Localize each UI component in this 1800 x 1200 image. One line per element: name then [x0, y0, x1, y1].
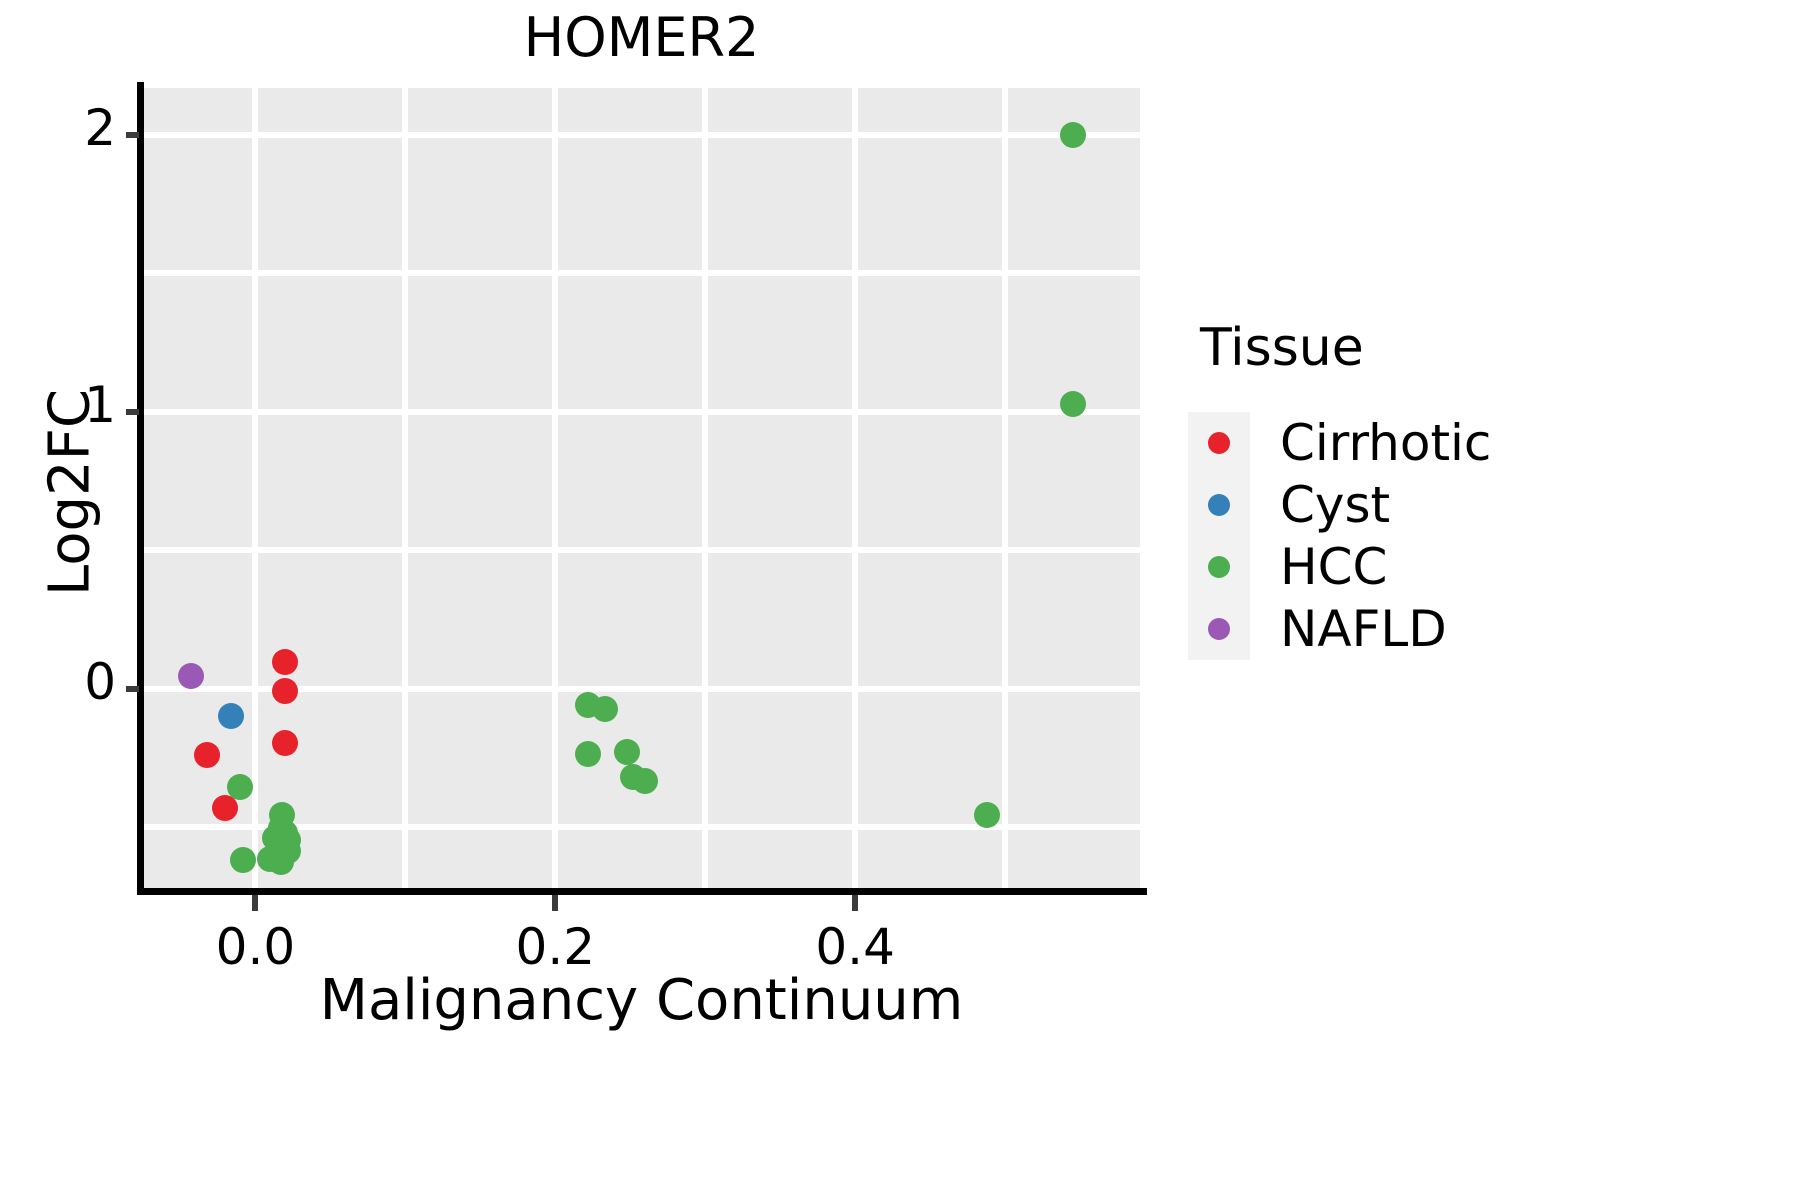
data-point-hcc [614, 738, 641, 765]
data-point-hcc [230, 847, 257, 874]
x-tick-mark [252, 895, 259, 911]
x-tick-label: 0.2 [515, 918, 596, 976]
gridline-vertical [552, 88, 559, 888]
gridline-horizontal [143, 132, 1140, 139]
legend-item-label: HCC [1280, 538, 1388, 596]
gridline-horizontal [143, 408, 1140, 415]
plot-panel [143, 88, 1140, 888]
y-tick-mark [126, 132, 139, 139]
data-point-cirrhotic [212, 794, 239, 821]
page-title: HOMER2 [523, 6, 760, 69]
y-tick-label: 2 [84, 99, 116, 158]
data-point-hcc [267, 848, 294, 875]
data-point-hcc [632, 768, 659, 795]
legend-dot-icon [1208, 494, 1230, 516]
data-point-hcc [227, 773, 254, 800]
gridline-vertical-minor [402, 88, 409, 888]
x-tick-mark [552, 895, 559, 911]
gridline-horizontal-minor [143, 547, 1140, 554]
y-tick-mark [126, 685, 139, 692]
gridline-horizontal [143, 685, 1140, 692]
gridline-vertical-minor [1002, 88, 1009, 888]
legend-item-nafld[interactable]: NAFLD [1188, 598, 1608, 660]
legend-item-label: NAFLD [1280, 600, 1447, 658]
legend-dot-icon [1208, 432, 1230, 454]
gridline-vertical [252, 88, 259, 888]
legend-item-hcc[interactable]: HCC [1188, 536, 1608, 598]
data-point-hcc [1059, 122, 1086, 149]
data-point-cirrhotic [272, 649, 299, 676]
y-tick-mark [126, 408, 139, 415]
legend-title: Tissue [1200, 318, 1364, 378]
legend-dot-icon [1208, 556, 1230, 578]
data-point-cyst [218, 703, 245, 730]
data-point-hcc [974, 801, 1001, 828]
data-point-cirrhotic [194, 742, 221, 769]
data-point-cirrhotic [272, 678, 299, 705]
y-tick-label: 1 [84, 375, 116, 434]
legend-item-cirrhotic[interactable]: Cirrhotic [1188, 412, 1608, 474]
legend-key-swatch [1188, 598, 1250, 660]
legend-key-swatch [1188, 412, 1250, 474]
legend-dot-icon [1208, 618, 1230, 640]
gridline-vertical-minor [702, 88, 709, 888]
data-point-hcc [591, 696, 618, 723]
x-tick-label: 0.4 [815, 918, 895, 976]
y-axis-spine [137, 82, 144, 894]
legend-item-cyst[interactable]: Cyst [1188, 474, 1608, 536]
y-tick-label: 0 [84, 652, 116, 711]
data-point-hcc [575, 740, 602, 767]
data-point-cirrhotic [272, 729, 299, 756]
x-axis-spine [137, 888, 1147, 895]
legend-key-swatch [1188, 536, 1250, 598]
data-point-nafld [177, 663, 204, 690]
x-tick-label: 0.0 [215, 918, 296, 976]
legend-item-label: Cyst [1280, 476, 1391, 534]
x-axis-label: Malignancy Continuum [319, 968, 964, 1033]
legend-item-label: Cirrhotic [1280, 414, 1492, 472]
gridline-vertical [852, 88, 859, 888]
gridline-horizontal-minor [143, 270, 1140, 277]
x-tick-mark [852, 895, 859, 911]
data-point-hcc [1059, 390, 1086, 417]
legend: Tissue Cirrhotic Cyst HCC NAFLD [1188, 318, 1608, 660]
legend-key-swatch [1188, 474, 1250, 536]
gridline-horizontal-minor [143, 824, 1140, 831]
legend-items: Cirrhotic Cyst HCC NAFLD [1188, 412, 1608, 660]
y-axis-label: Log2FC [37, 389, 103, 596]
